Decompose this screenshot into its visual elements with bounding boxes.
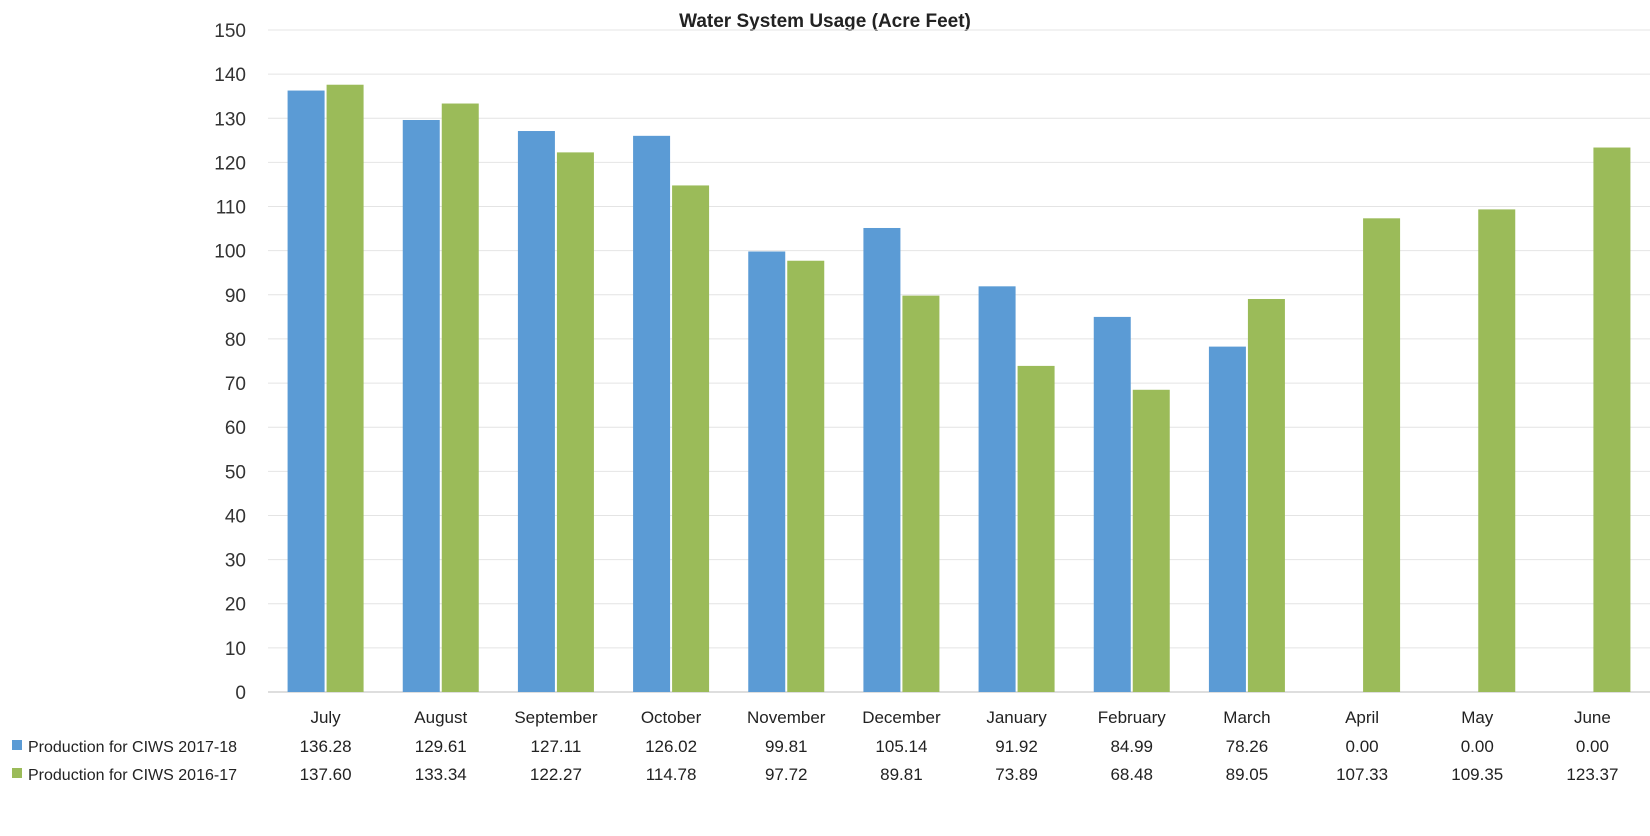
data-label: 97.72 <box>765 765 808 784</box>
bar-series2 <box>1132 389 1170 692</box>
bar-series1 <box>287 90 325 693</box>
y-axis: 0 10 20 30 40 50 60 70 80 90 100 110 120 130 140 150 <box>214 21 1650 704</box>
y-tick-label: 70 <box>225 374 246 395</box>
data-table: July August September October November Decemb… <box>12 708 1618 784</box>
bar-series2 <box>1247 298 1285 692</box>
data-label: 78.26 <box>1226 737 1269 756</box>
data-label: 0.00 <box>1576 737 1609 756</box>
y-tick-label: 50 <box>225 462 246 483</box>
y-tick-label: 110 <box>216 198 246 219</box>
category-label: March <box>1223 708 1270 727</box>
category-label: April <box>1345 708 1379 727</box>
category-label: August <box>414 708 467 727</box>
category-label: July <box>310 708 341 727</box>
data-label: 114.78 <box>646 765 697 784</box>
category-label: October <box>641 708 702 727</box>
bar-series2 <box>1017 365 1055 692</box>
bar-series2 <box>787 260 825 692</box>
bar-series2 <box>902 295 940 692</box>
y-tick-label: 40 <box>225 506 246 527</box>
y-tick-label: 10 <box>225 639 246 660</box>
y-tick-label: 20 <box>225 595 246 616</box>
chart-title: Water System Usage (Acre Feet) <box>679 11 971 32</box>
y-tick-label: 30 <box>225 551 246 572</box>
data-label: 137.60 <box>300 765 352 784</box>
category-label: December <box>862 708 941 727</box>
data-label: 91.92 <box>995 737 1038 756</box>
bar-series2 <box>1478 209 1516 693</box>
legend-key-1 <box>12 740 22 750</box>
data-label: 0.00 <box>1346 737 1379 756</box>
data-label: 68.48 <box>1110 765 1153 784</box>
legend-label: Production for CIWS 2016-17 <box>28 767 237 784</box>
category-label: January <box>986 708 1047 727</box>
data-label: 99.81 <box>765 737 808 756</box>
bar-series1 <box>633 135 671 692</box>
data-label: 73.89 <box>995 765 1038 784</box>
legend-key-2 <box>12 768 22 778</box>
y-tick-label: 130 <box>214 109 246 130</box>
y-tick-label: 100 <box>214 242 246 263</box>
y-tick-label: 0 <box>235 683 246 704</box>
data-label: 122.27 <box>530 765 582 784</box>
category-label: September <box>514 708 597 727</box>
data-label: 133.34 <box>415 765 467 784</box>
bar-series2 <box>326 84 364 692</box>
y-tick-label: 140 <box>214 65 246 86</box>
y-tick-label: 80 <box>225 330 246 351</box>
bar-series1 <box>1208 346 1246 692</box>
data-label: 89.05 <box>1226 765 1269 784</box>
bar-series1 <box>863 227 901 693</box>
data-label: 109.35 <box>1451 765 1503 784</box>
data-label: 127.11 <box>531 737 582 756</box>
bar-series1 <box>402 119 440 693</box>
bars <box>287 84 1631 693</box>
data-label: 136.28 <box>300 737 352 756</box>
data-label: 84.99 <box>1110 737 1153 756</box>
category-label: June <box>1574 708 1611 727</box>
bar-series2 <box>1593 147 1631 692</box>
y-tick-label: 90 <box>225 286 246 307</box>
bar-series1 <box>748 251 786 693</box>
bar-series2 <box>556 152 594 693</box>
category-label: May <box>1461 708 1494 727</box>
category-label: November <box>747 708 826 727</box>
data-label: 0.00 <box>1461 737 1494 756</box>
gridlines <box>268 29 1650 649</box>
bar-series1 <box>1093 316 1131 692</box>
bar-series2 <box>441 103 479 693</box>
bar-series1 <box>517 131 555 693</box>
y-tick-label: 150 <box>214 21 246 42</box>
category-label: February <box>1098 708 1167 727</box>
y-tick-label: 120 <box>214 153 246 174</box>
bar-series2 <box>672 185 710 692</box>
data-label: 107.33 <box>1336 765 1388 784</box>
legend-label: Production for CIWS 2017-18 <box>28 739 237 756</box>
bar-series2 <box>1363 218 1401 692</box>
data-label: 89.81 <box>880 765 923 784</box>
data-label: 123.37 <box>1566 765 1618 784</box>
y-tick-label: 60 <box>225 418 246 439</box>
bar-series1 <box>978 286 1016 692</box>
data-label: 126.02 <box>645 737 697 756</box>
data-label: 129.61 <box>415 737 467 756</box>
data-label: 105.14 <box>875 737 927 756</box>
